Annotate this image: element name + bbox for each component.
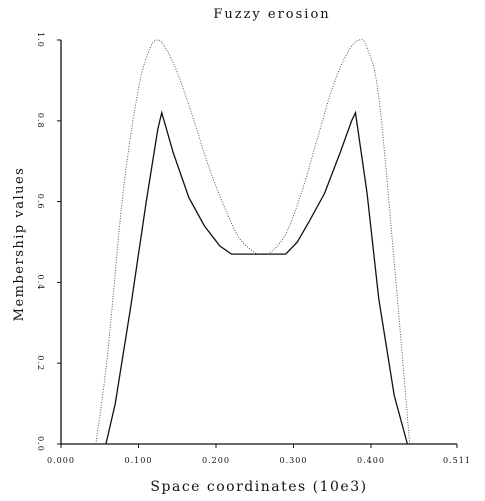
x-tick-label: 0.100 [125,456,153,465]
tick-layer: 0.000 0.100 0.200 0.300 0.400 0.511 0.0 0.2 0.4 0… [36,32,471,465]
dotted-series-line [95,39,411,445]
x-tick-label: 0.300 [280,456,308,465]
y-tick-label: 0.4 [36,275,45,291]
y-tick-label: 0.6 [36,194,45,210]
y-tick-label: 0.2 [36,355,45,371]
y-axis-label: Membership values [12,167,27,322]
x-axis-label: Space coordinates (10e3) [150,479,367,495]
x-tick-label: 0.000 [47,456,75,465]
y-tick-label: 1.0 [36,32,45,48]
y-tick-label: 0.0 [36,436,45,452]
solid-series-line [105,110,409,445]
series-layer [95,39,411,445]
chart-title: Fuzzy erosion [213,7,330,22]
x-tick-label: 0.200 [202,456,230,465]
x-tick-label: 0.400 [357,456,385,465]
y-tick-label: 0.8 [36,113,45,129]
x-tick-label: 0.511 [443,456,471,465]
